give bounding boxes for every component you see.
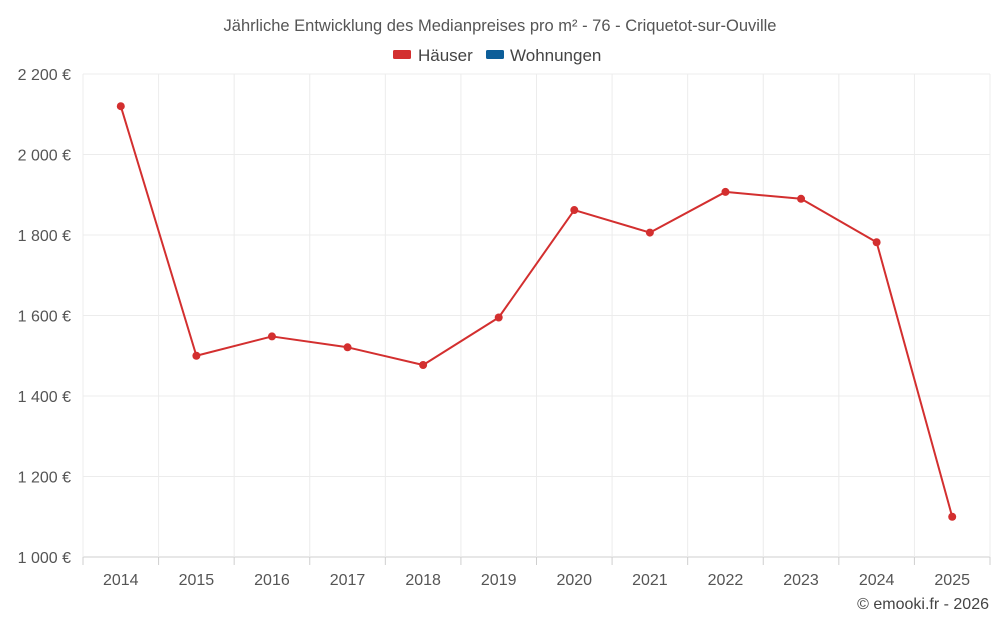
y-tick-label: 2 000 €: [18, 148, 71, 165]
y-tick-label: 1 000 €: [18, 550, 71, 567]
x-tick-label: 2019: [481, 572, 517, 589]
data-point[interactable]: [419, 361, 428, 370]
legend-label-wohnungen: Wohnungen: [510, 46, 601, 65]
y-tick-label: 1 600 €: [18, 309, 71, 326]
legend-label-haeuser: Häuser: [418, 46, 473, 65]
y-tick-label: 1 400 €: [18, 389, 71, 406]
data-point[interactable]: [721, 187, 730, 196]
legend-item-haeuser[interactable]: Häuser: [393, 46, 473, 65]
x-tick-label: 2020: [556, 572, 592, 589]
data-point[interactable]: [192, 351, 201, 360]
x-tick-label: 2017: [330, 572, 366, 589]
y-tick-label: 1 200 €: [18, 470, 71, 487]
data-point[interactable]: [570, 206, 579, 215]
x-tick-label: 2023: [783, 572, 819, 589]
legend-swatch-haeuser: [393, 50, 411, 59]
x-tick-label: 2016: [254, 572, 290, 589]
y-axis: 1 000 € 1 200 € 1 400 € 1 600 € 1 800 € 2 000…: [18, 67, 71, 567]
y-tick-label: 2 200 €: [18, 67, 71, 84]
data-point[interactable]: [948, 512, 957, 521]
chart-title: Jährliche Entwicklung des Medianpreises …: [224, 17, 777, 35]
y-tick-label: 1 800 €: [18, 228, 71, 245]
x-tick-label: 2015: [179, 572, 215, 589]
data-point[interactable]: [645, 228, 654, 237]
series-haeuser: [116, 102, 957, 521]
legend-swatch-wohnungen: [486, 50, 504, 59]
x-tick-label: 2018: [405, 572, 441, 589]
x-axis: 2014 2015 2016 2017 2018 2019 2020 2021 2022 2023…: [82, 557, 991, 589]
x-tick-label: 2014: [103, 572, 139, 589]
grid: [82, 73, 991, 558]
x-tick-label: 2021: [632, 572, 668, 589]
legend-item-wohnungen[interactable]: Wohnungen: [486, 46, 601, 65]
data-point[interactable]: [797, 194, 806, 203]
data-point[interactable]: [343, 343, 352, 352]
data-point[interactable]: [116, 102, 125, 111]
data-point[interactable]: [872, 238, 881, 247]
chart-credit: © emooki.fr - 2026: [857, 596, 989, 613]
x-tick-label: 2022: [708, 572, 744, 589]
data-point[interactable]: [494, 313, 503, 322]
legend: Häuser Wohnungen: [393, 46, 601, 65]
x-tick-label: 2025: [934, 572, 970, 589]
x-tick-label: 2024: [859, 572, 895, 589]
data-point[interactable]: [267, 332, 276, 341]
series-line-0: [119, 105, 954, 518]
